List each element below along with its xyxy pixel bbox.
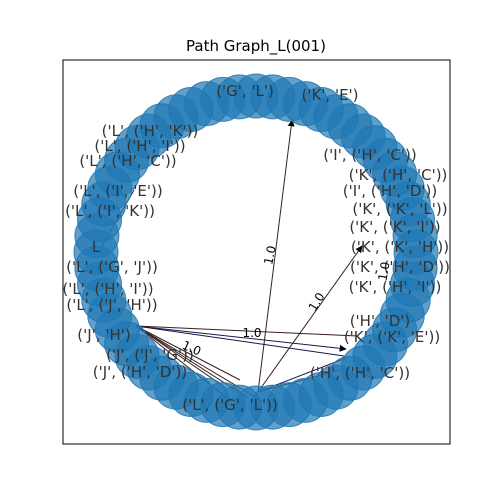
node-label: ('L', ('I', 'E')): [73, 182, 162, 200]
edge-weight-label: 1.0: [376, 261, 393, 282]
node-label: ('I', ('H', 'C')): [323, 146, 416, 164]
node-label: ('K', ('H', 'I')): [349, 278, 442, 296]
node-label: ('J', ('J', 'G')): [106, 346, 194, 364]
edge-weight-label: 1.0: [306, 290, 328, 314]
node-label: ('K', ('H', 'D')): [350, 258, 450, 276]
node-layer: [73, 73, 439, 431]
node-label: ('L', ('H', 'K')): [102, 122, 199, 140]
node-label: ('H', 'D'): [350, 312, 411, 330]
node-label: ('G', 'L'): [216, 82, 274, 100]
graph-edge: [135, 325, 227, 389]
graph-edge: [135, 325, 345, 357]
graph-edge: [257, 245, 363, 393]
node-label: ('L', ('H', 'I')): [62, 280, 153, 298]
node-label: ('K', ('K', 'I')): [349, 218, 440, 236]
node-label: ('J', ('H', 'D')): [93, 363, 187, 381]
node-label: ('L', ('H', 'I')): [94, 137, 185, 155]
node-label: ('L', ('J', 'H')): [66, 296, 157, 314]
edge-weight-label: 1.0: [261, 244, 279, 266]
plot-frame: [62, 59, 451, 445]
node-label: L: [92, 238, 101, 256]
node-label: ('L', ('G', 'J')): [66, 258, 158, 276]
node-label: ('L', ('H', 'C')): [79, 152, 176, 170]
node-label: ('K', ('K', 'H')): [351, 238, 449, 256]
graph-edge: [135, 325, 359, 337]
graph-node: [392, 213, 438, 259]
edge-weight-label: 1.0: [242, 326, 261, 340]
node-label: ('K', ('H', 'C')): [349, 166, 448, 184]
node-label: ('I', ('H', 'D')): [343, 182, 437, 200]
graph-edge: [135, 325, 241, 381]
node-label: ('J', 'H'): [77, 326, 130, 344]
node-label: ('L', ('I', 'K')): [65, 202, 155, 220]
node-label: ('H', ('H', 'C')): [310, 364, 410, 382]
node-label: ('K', 'E'): [301, 86, 358, 104]
node-label: ('L', ('G', 'L')): [182, 396, 278, 414]
graph-edge: [257, 119, 295, 393]
graph-edge: [135, 325, 347, 352]
graph-title: Path Graph_L(001): [186, 37, 326, 56]
node-label-layer: ('L', ('H', 'K'))('L', ('H', 'I'))('L', …: [62, 82, 450, 414]
node-label: ('K', ('K', 'E')): [344, 328, 440, 346]
node-label: ('K', ('K', 'L')): [352, 200, 447, 218]
